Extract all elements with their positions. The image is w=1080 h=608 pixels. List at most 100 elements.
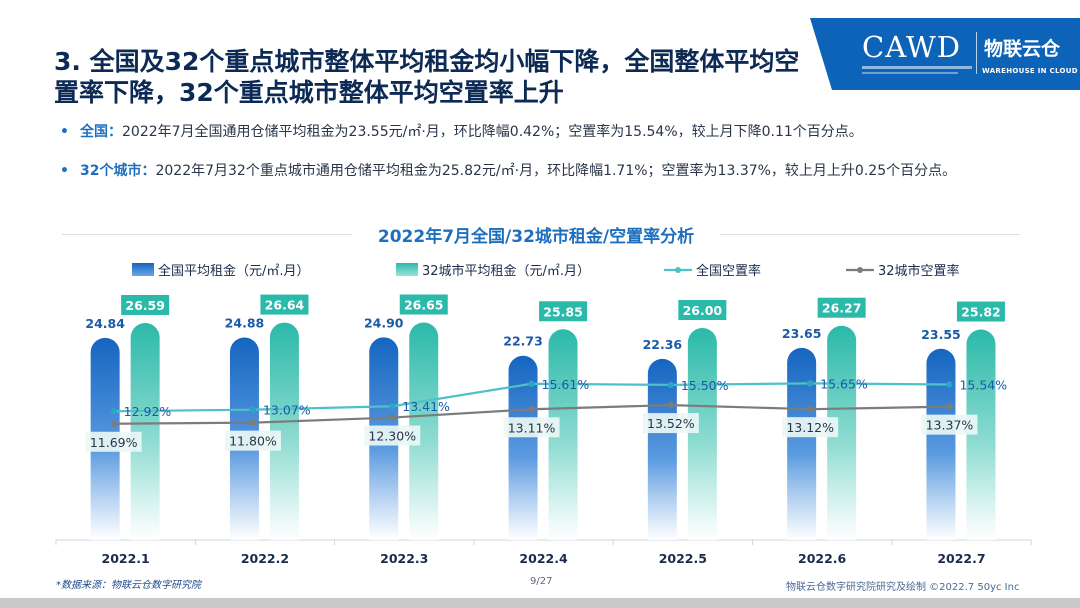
bar-32-city-rent (966, 329, 996, 540)
bar-national-rent (926, 348, 956, 540)
data-label-box-32-city-vacancy (921, 414, 978, 435)
cawd-logo: CAWD (862, 30, 962, 64)
data-label-32-city-rent: 26.00 (683, 303, 723, 318)
data-label-box-32-city-vacancy (503, 417, 560, 438)
data-label-32-city-vacancy: 13.12% (786, 420, 834, 435)
data-label-32-city-vacancy: 13.37% (926, 418, 974, 433)
bar-32-city-rent (827, 325, 857, 540)
point-32-city-vacancy (946, 403, 953, 410)
legend-national-rent-label: 全国平均租金（元/㎡.月） (158, 263, 310, 279)
legend-national-rent-swatch (132, 263, 154, 276)
data-label-national-vacancy: 15.54% (959, 377, 1007, 392)
point-32-city-vacancy (528, 406, 535, 413)
data-label-32-city-vacancy: 11.69% (90, 435, 138, 450)
page-number: 9/27 (530, 576, 553, 587)
data-label-national-rent: 23.55 (921, 327, 961, 342)
point-32-city-vacancy (110, 420, 117, 427)
data-source-note: *数据来源：物联云仓数字研究院 (56, 580, 201, 591)
point-national-vacancy (667, 381, 675, 389)
logo-band (810, 18, 1080, 90)
data-label-national-rent: 22.73 (503, 334, 543, 349)
point-32-city-vacancy (806, 405, 814, 413)
bullet-dot: • (60, 124, 69, 140)
point-national-vacancy (528, 380, 535, 387)
bar-32-city-rent (130, 322, 160, 540)
data-label-national-rent: 24.84 (85, 316, 125, 331)
data-label-national-vacancy: 15.65% (820, 376, 868, 391)
data-label-box-32-city-vacancy (642, 413, 699, 434)
bar-32-city-rent (548, 329, 578, 540)
data-label-32-city-rent: 26.59 (125, 298, 165, 313)
data-label-box-32-city-rent (817, 297, 866, 318)
data-label-national-rent: 24.90 (364, 315, 404, 330)
bar-national-rent (787, 347, 817, 540)
cawd-logo-subline-2 (862, 72, 958, 74)
data-label-32-city-vacancy: 12.30% (368, 429, 416, 444)
data-label-32-city-rent: 25.82 (961, 305, 1001, 320)
point-national-vacancy (110, 408, 117, 415)
data-label-national-vacancy: 13.41% (402, 399, 450, 414)
bullet-national-text: 全国：2022年7月全国通用仓储平均租金为23.55元/㎡·月，环比降幅0.42… (60, 118, 1020, 147)
data-label-32-city-rent: 26.27 (822, 301, 862, 316)
legend-national-vacancy-swatch-dot (675, 267, 681, 273)
x-tick-label: 2022.6 (798, 551, 847, 566)
chart-title-rule-left (62, 234, 352, 235)
legend-national-vacancy-label: 全国空置率 (696, 263, 761, 279)
point-32-city-vacancy (667, 401, 675, 409)
bottom-bar (0, 598, 1080, 608)
data-label-national-vacancy: 13.07% (263, 403, 311, 418)
data-label-box-32-city-rent (539, 301, 588, 322)
logo-divider (976, 32, 977, 74)
bullet-dot: • (60, 163, 69, 179)
chart-plot-area: 24.8426.592022.124.8826.642022.224.9026.… (55, 294, 1032, 566)
data-label-32-city-vacancy: 13.11% (508, 420, 556, 435)
legend-32-city-vacancy-label: 32城市空置率 (878, 263, 960, 279)
bullet-national-body: 2022年7月全国通用仓储平均租金为23.55元/㎡·月，环比降幅0.42%；空… (122, 124, 863, 140)
data-label-box-32-city-rent (399, 294, 448, 315)
data-label-national-rent: 22.36 (643, 337, 683, 352)
data-label-box-32-city-rent (260, 294, 309, 315)
point-32-city-vacancy (389, 414, 396, 421)
data-label-32-city-rent: 26.65 (404, 297, 444, 312)
x-tick-label: 2022.1 (102, 551, 150, 566)
data-label-box-32-city-vacancy (364, 425, 421, 446)
bar-32-city-rent (409, 322, 439, 540)
x-tick-label: 2022.5 (659, 551, 707, 566)
bullet-national: • 全国：2022年7月全国通用仓储平均租金为23.55元/㎡·月，环比降幅0.… (60, 118, 1020, 147)
x-tick-label: 2022.3 (380, 551, 428, 566)
data-label-32-city-rent: 25.85 (543, 304, 583, 319)
legend-32-city-vacancy-swatch-dot (857, 267, 863, 273)
bullet-national-lead: 全国： (80, 124, 122, 140)
cawd-logo-subline (862, 66, 972, 69)
bar-32-city-rent (269, 322, 299, 540)
data-label-national-vacancy: 12.92% (124, 404, 172, 419)
point-national-vacancy (389, 403, 396, 410)
x-tick-label: 2022.2 (241, 551, 289, 566)
data-label-box-32-city-vacancy (85, 431, 142, 452)
chart-title-rule-right (720, 234, 1020, 235)
data-label-32-city-vacancy: 13.52% (647, 416, 695, 431)
data-label-national-rent: 24.88 (225, 315, 265, 330)
data-label-national-vacancy: 15.50% (681, 378, 729, 393)
data-label-national-rent: 23.65 (782, 326, 822, 341)
bullet-32-cities-text: 32个城市：2022年7月32个重点城市通用仓储平均租金为25.82元/㎡·月，… (60, 157, 1020, 186)
chart-legend: 全国平均租金（元/㎡.月） 32城市平均租金（元/㎡.月） 全国空置率 32城市空置率 (132, 263, 960, 279)
bar-national-rent (508, 355, 538, 540)
brand-logo: 物联云仓 (984, 38, 1061, 60)
data-label-box-32-city-rent (956, 301, 1005, 322)
data-label-box-32-city-rent (121, 294, 170, 315)
legend-32-city-rent-swatch (396, 263, 418, 276)
page-title: 3. 全国及32个重点城市整体平均租金均小幅下降，全国整体平均空置率下降，32个… (54, 47, 800, 107)
data-label-national-vacancy: 15.61% (542, 377, 590, 392)
point-national-vacancy (946, 381, 953, 388)
brand-logo-subtitle: WAREHOUSE IN CLOUD (982, 67, 1078, 75)
footer-credit: 物联云仓数字研究院研究及绘制 ©2022.7 50yc Inc (786, 582, 1020, 593)
data-label-box-32-city-vacancy (224, 430, 281, 451)
bullet-32-cities: • 32个城市：2022年7月32个重点城市通用仓储平均租金为25.82元/㎡·… (60, 157, 1020, 186)
bar-32-city-rent (687, 328, 717, 540)
data-label-box-32-city-rent (678, 300, 727, 320)
chart-title: 2022年7月全国/32城市租金/空置率分析 (377, 227, 695, 247)
data-label-box-32-city-vacancy (782, 417, 839, 438)
data-label-32-city-vacancy: 11.80% (229, 434, 277, 449)
